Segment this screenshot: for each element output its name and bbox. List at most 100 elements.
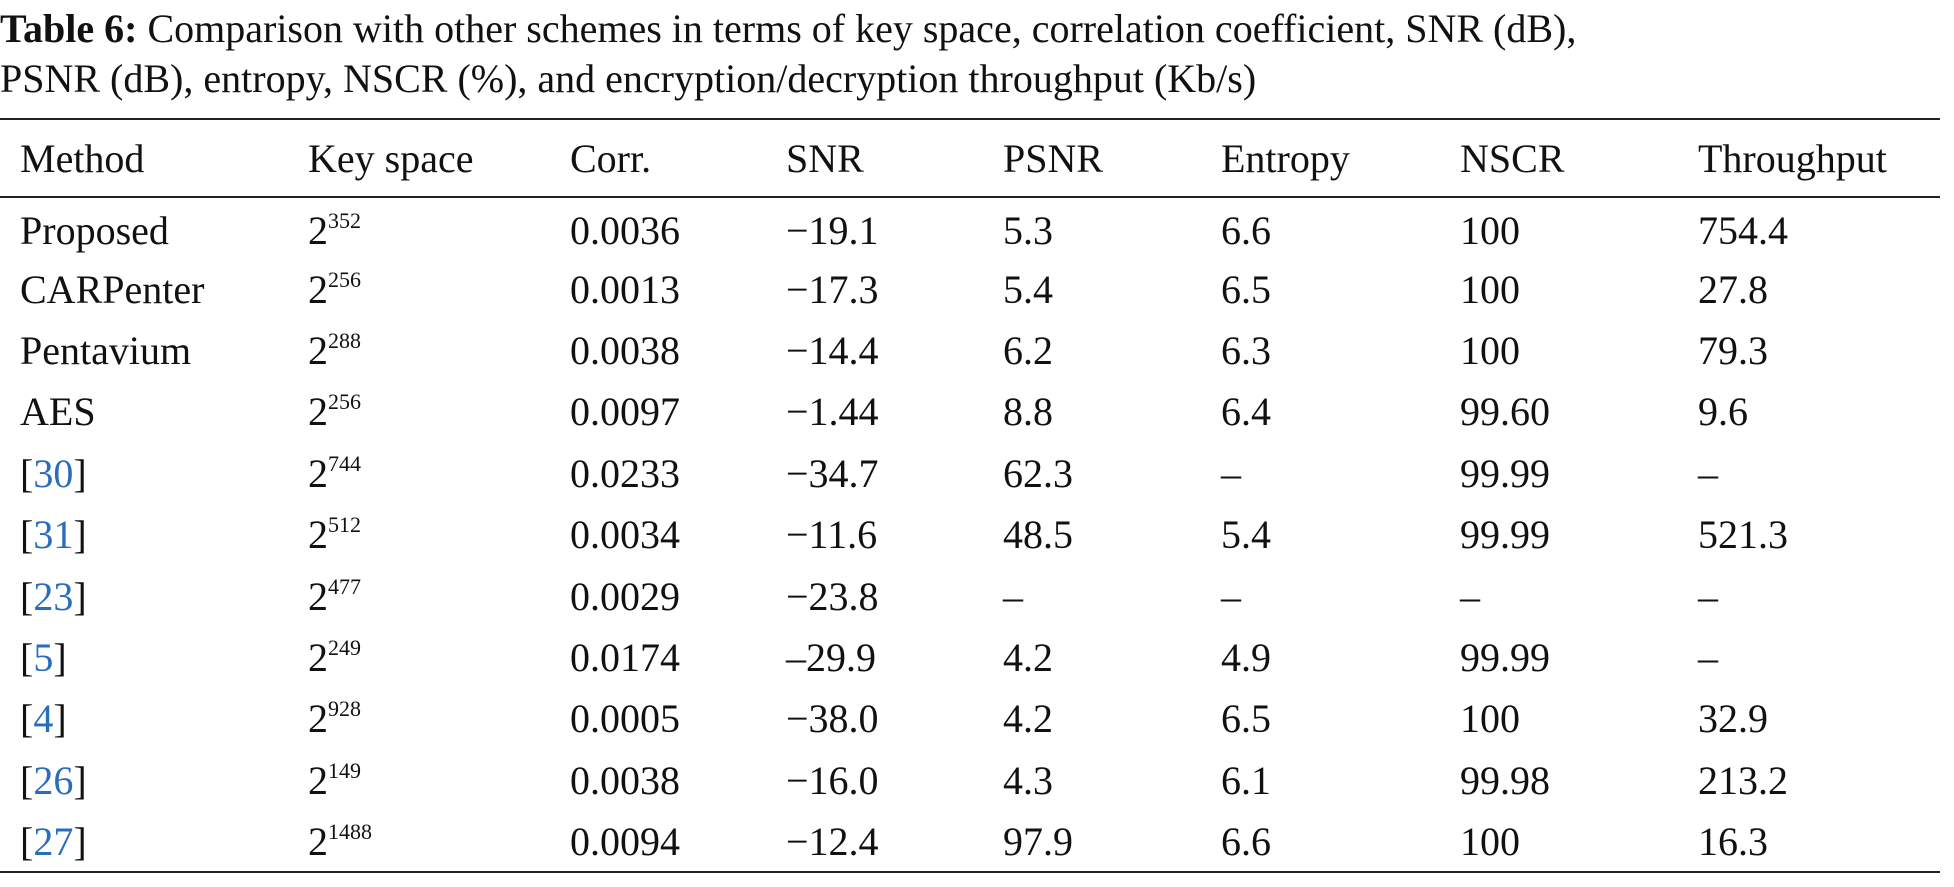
key-space-exponent: 352: [328, 207, 361, 233]
cell-nscr: 100: [1460, 266, 1520, 312]
reference-link[interactable]: 31: [33, 512, 74, 558]
cell-method: [4]: [20, 696, 67, 742]
cell-snr: −23.8: [786, 573, 879, 619]
cell-nscr: –: [1460, 573, 1480, 619]
reference-link[interactable]: 26: [33, 757, 74, 803]
cell-nscr: 99.98: [1460, 757, 1550, 803]
cell-key-space: 2149: [288, 750, 550, 811]
cell-throughput: 9.6: [1698, 389, 1748, 435]
table-row: [31] 2512 0.0034 −11.6 48.5 5.4 99.99 521.3: [0, 504, 1940, 565]
key-space-base: 2: [308, 573, 328, 619]
table-caption: Table 6: Comparison with other schemes i…: [0, 4, 1950, 104]
cell-throughput: 27.8: [1698, 266, 1768, 312]
key-space-base: 2: [308, 512, 328, 558]
cell-corr: 0.0097: [570, 389, 680, 435]
cell-nscr: 99.99: [1460, 450, 1550, 496]
table-row: [4] 2928 0.0005 −38.0 4.2 6.5 100 32.9: [0, 688, 1940, 749]
cell-corr: 0.0013: [570, 266, 680, 312]
cell-entropy: 6.6: [1221, 207, 1271, 253]
cell-method: Proposed: [0, 197, 288, 258]
key-space-exponent: 149: [328, 757, 361, 783]
method-name: Proposed: [20, 207, 169, 253]
key-space-base: 2: [308, 696, 328, 742]
method-name: AES: [20, 389, 96, 435]
reference-link[interactable]: 23: [33, 573, 74, 619]
reference-link[interactable]: 5: [33, 634, 54, 680]
cell-corr: 0.0029: [570, 573, 680, 619]
caption-text-line1: Comparison with other schemes in terms o…: [137, 6, 1577, 51]
cell-snr: −34.7: [786, 450, 879, 496]
cell-snr: −14.4: [786, 327, 879, 373]
cell-snr: −11.6: [786, 512, 878, 558]
cell-psnr: 48.5: [1003, 512, 1073, 558]
cell-psnr: 4.3: [1003, 757, 1053, 803]
cell-corr: 0.0174: [570, 634, 680, 680]
cell-throughput: 213.2: [1698, 757, 1788, 803]
cell-entropy: 6.6: [1221, 818, 1271, 864]
caption-label: Table 6:: [0, 6, 138, 51]
table-row: [27] 21488 0.0094 −12.4 97.9 6.6 100 16.3: [0, 811, 1940, 873]
cell-key-space: 2928: [288, 688, 550, 749]
cell-corr: 0.0034: [570, 512, 680, 558]
caption-text-line2: PSNR (dB), entropy, NSCR (%), and encryp…: [0, 56, 1257, 101]
cell-psnr: –: [1003, 573, 1023, 619]
table-body: Proposed 2352 0.0036 −19.1 5.3 6.6 100 754.4 CAR…: [0, 197, 1940, 873]
cell-throughput: –: [1698, 634, 1718, 680]
key-space-base: 2: [308, 327, 328, 373]
cell-psnr: 8.8: [1003, 389, 1053, 435]
table-row: AES 2256 0.0097 −1.44 8.8 6.4 99.60 9.6: [0, 381, 1940, 442]
cell-throughput: 79.3: [1698, 327, 1768, 373]
cell-nscr: 100: [1460, 818, 1520, 864]
header-row: Method Key space Corr. SNR PSNR Entropy …: [0, 119, 1940, 197]
cell-psnr: 5.4: [1003, 266, 1053, 312]
cell-entropy: 6.1: [1221, 757, 1271, 803]
reference-link[interactable]: 4: [33, 696, 54, 742]
cell-nscr: 99.60: [1460, 389, 1550, 435]
cell-method: Pentavium: [0, 320, 288, 381]
cell-throughput: 754.4: [1698, 207, 1788, 253]
cell-psnr: 4.2: [1003, 696, 1053, 742]
cell-throughput: –: [1698, 573, 1718, 619]
key-space-base: 2: [308, 450, 328, 496]
reference-link[interactable]: 27: [33, 818, 74, 864]
cell-entropy: 6.5: [1221, 696, 1271, 742]
key-space-exponent: 1488: [328, 818, 372, 844]
cell-method: [26]: [20, 757, 87, 803]
key-space-exponent: 477: [328, 573, 361, 599]
cell-entropy: –: [1221, 450, 1241, 496]
table-row: Proposed 2352 0.0036 −19.1 5.3 6.6 100 754.4: [0, 197, 1940, 258]
cell-nscr: 99.99: [1460, 634, 1550, 680]
cell-method: [23]: [20, 573, 87, 619]
cell-key-space: 2249: [288, 627, 550, 688]
comparison-table: Method Key space Corr. SNR PSNR Entropy …: [0, 118, 1940, 873]
header-key-space: Key space: [308, 135, 474, 181]
cell-snr: −16.0: [786, 757, 879, 803]
cell-entropy: –: [1221, 573, 1241, 619]
key-space-exponent: 249: [328, 634, 361, 660]
cell-entropy: 6.4: [1221, 389, 1271, 435]
cell-snr: −17.3: [786, 266, 879, 312]
header-entropy: Entropy: [1221, 135, 1350, 181]
header-throughput: Throughput: [1698, 135, 1887, 181]
cell-psnr: 6.2: [1003, 327, 1053, 373]
key-space-exponent: 256: [328, 266, 361, 292]
cell-nscr: 100: [1460, 207, 1520, 253]
cell-key-space: 2288: [288, 320, 550, 381]
cell-throughput: 32.9: [1698, 696, 1768, 742]
table-header: Method Key space Corr. SNR PSNR Entropy …: [0, 119, 1940, 197]
key-space-base: 2: [308, 389, 328, 435]
key-space-base: 2: [308, 266, 328, 312]
reference-link[interactable]: 30: [33, 450, 74, 496]
header-corr: Corr.: [570, 135, 652, 181]
cell-throughput: –: [1698, 450, 1718, 496]
header-nscr: NSCR: [1460, 135, 1565, 181]
key-space-base: 2: [308, 757, 328, 803]
cell-entropy: 6.5: [1221, 266, 1271, 312]
cell-entropy: 5.4: [1221, 512, 1271, 558]
cell-key-space: 2512: [288, 504, 550, 565]
cell-corr: 0.0005: [570, 696, 680, 742]
cell-entropy: 6.3: [1221, 327, 1271, 373]
cell-psnr: 97.9: [1003, 818, 1073, 864]
cell-psnr: 62.3: [1003, 450, 1073, 496]
cell-entropy: 4.9: [1221, 634, 1271, 680]
